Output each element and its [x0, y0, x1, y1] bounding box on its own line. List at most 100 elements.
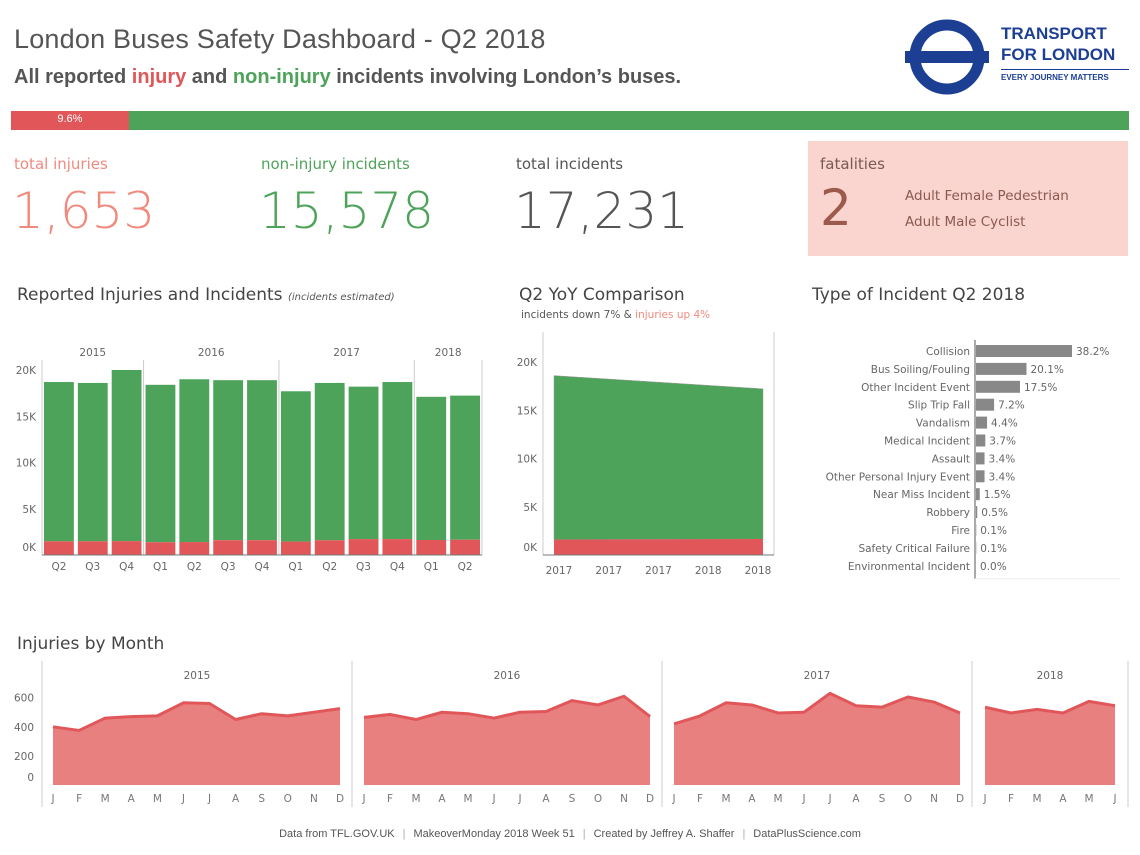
month-line [52, 701, 341, 732]
bar-non-injury [111, 370, 142, 542]
kpi-total-incidents-label: total incidents [516, 155, 624, 173]
month-line [363, 694, 651, 722]
month-area [985, 701, 1115, 785]
category-label: Collision [926, 346, 970, 358]
x-tick-label: 2018 [695, 565, 722, 577]
monthly-injuries-chart: 0 200 400 600 J F M A M J J A S O N D 2015 J F M A M J J A S O N D 20… [14, 661, 1129, 807]
y-tick-label: 10K [16, 458, 37, 470]
kpi-total-injuries-value: 1,653 [12, 182, 156, 240]
month-tick-label: S [258, 793, 265, 805]
type-bar [976, 380, 1020, 393]
month-tick-label: O [594, 793, 602, 805]
footer-separator: | [742, 828, 746, 840]
month-tick-label: J [181, 793, 185, 805]
subtitle-noninjury-word: non-injury [232, 66, 331, 88]
y-tick-label: 10K [517, 454, 538, 466]
value-label: 0.1% [980, 543, 1007, 555]
category-label: Slip Trip Fall [908, 400, 970, 412]
type-bar [976, 452, 985, 465]
year-header-label: 2018 [435, 347, 462, 359]
category-label: Robbery [926, 507, 970, 519]
month-line [673, 691, 961, 726]
footer: Data from TFL.GOV.UK | MakeoverMonday 2018… [0, 828, 1140, 840]
value-label: 17.5% [1024, 382, 1057, 394]
yoy-area-chart: 0K 5K 10K 15K 20K 2017 2017 2017 2018 2018 [517, 332, 775, 577]
fatality-detail: Adult Male Cyclist [905, 214, 1026, 230]
month-tick-label: M [773, 793, 782, 805]
fatalities-card: fatalities 2 Adult Female Pedestrian Adu… [808, 141, 1128, 256]
x-tick-label: 2018 [745, 565, 772, 577]
month-tick-label: N [310, 793, 318, 805]
category-label: Medical Incident [884, 436, 970, 448]
month-tick-label: A [128, 793, 136, 805]
month-tick-label: D [646, 793, 654, 805]
y-tick-label: 0 [27, 772, 34, 784]
bar-non-injury [213, 380, 244, 541]
logo-divider [1001, 69, 1129, 70]
year-header-label: 2016 [198, 347, 225, 359]
area-non-injury [553, 375, 764, 540]
value-label: 3.4% [989, 453, 1016, 465]
yoy-subtitle-injuries: injuries up 4% [635, 309, 711, 321]
month-area [53, 702, 340, 785]
month-tick-label: F [76, 793, 82, 805]
injury-share-label: 9.6% [57, 113, 83, 125]
quarterly-bar-chart: 0K 5K 10K 15K 20K Q2 Q3 Q4 2015 Q1 Q2 Q3 Q4 2016 Q1 Q2 Q… [16, 347, 483, 573]
x-tick-label: Q3 [356, 561, 371, 573]
bar-injury [247, 540, 277, 555]
subtitle-text-post: incidents involving London’s buses. [330, 66, 682, 88]
month-tick-label: F [1008, 793, 1014, 805]
month-tick-label: A [542, 793, 550, 805]
x-tick-label: Q2 [322, 561, 337, 573]
page-title: London Buses Safety Dashboard - Q2 2018 [14, 24, 546, 54]
footer-separator: | [582, 828, 586, 840]
x-tick-label: 2017 [645, 565, 672, 577]
month-tick-label: M [1084, 793, 1093, 805]
type-chart-title: Type of Incident Q2 2018 [812, 285, 1026, 305]
value-label: 0.1% [980, 525, 1007, 537]
bar-injury [44, 541, 74, 555]
value-label: 3.7% [989, 436, 1016, 448]
value-label: 4.4% [991, 418, 1018, 430]
yoy-subtitle-incidents: incidents down 7% & [521, 309, 636, 321]
year-header-label: 2015 [184, 670, 211, 682]
kpi-total-injuries-label: total injuries [14, 155, 108, 173]
month-tick-label: M [463, 793, 472, 805]
y-tick-label: 20K [517, 357, 538, 369]
month-tick-label: M [101, 793, 110, 805]
bar-injury [314, 540, 345, 555]
kpi-non-injury-label: non-injury incidents [261, 155, 410, 173]
bar-non-injury [314, 382, 345, 541]
month-tick-label: N [930, 793, 938, 805]
type-bar [976, 488, 980, 501]
month-area [674, 693, 960, 785]
month-tick-label: S [879, 793, 886, 805]
bar-non-injury [44, 382, 74, 542]
category-label: Near Miss Incident [873, 489, 970, 501]
injury-share-bar: 9.6% [11, 111, 1129, 130]
category-label: Fire [951, 525, 970, 537]
month-tick-label: N [620, 793, 628, 805]
bar-injury [348, 539, 379, 555]
category-label: Bus Soiling/Fouling [871, 364, 970, 376]
yoy-chart-subtitle: incidents down 7% & injuries up 4% [521, 309, 710, 321]
month-tick-label: S [569, 793, 576, 805]
month-tick-label: J [361, 793, 365, 805]
value-label: 20.1% [1031, 364, 1064, 376]
bar-injury [416, 540, 447, 555]
bar-non-injury [280, 391, 311, 542]
month-tick-label: A [232, 793, 240, 805]
incident-type-bar-chart: Collision 38.2% Bus Soiling/Fouling 20.1% Ot… [826, 340, 1120, 580]
area-injury [554, 539, 763, 555]
x-tick-label: 2017 [595, 565, 622, 577]
y-tick-label: 5K [523, 502, 538, 514]
bar-injury [111, 541, 142, 555]
value-label: 3.4% [989, 471, 1016, 483]
x-tick-label: Q3 [85, 561, 100, 573]
subtitle-injury-word: injury [131, 66, 187, 88]
month-tick-label: J [827, 793, 831, 805]
year-header-label: 2016 [494, 670, 521, 682]
value-label: 7.2% [998, 400, 1025, 412]
month-tick-label: D [336, 793, 344, 805]
month-tick-label: A [748, 793, 756, 805]
